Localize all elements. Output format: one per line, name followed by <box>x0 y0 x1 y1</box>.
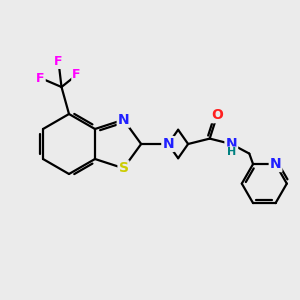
Text: F: F <box>72 68 81 82</box>
Text: N: N <box>118 113 129 127</box>
Text: H: H <box>227 147 236 158</box>
Text: N: N <box>162 137 174 151</box>
Text: O: O <box>211 108 223 122</box>
Text: F: F <box>54 55 63 68</box>
Text: F: F <box>36 71 45 85</box>
Text: N: N <box>270 157 281 171</box>
Text: S: S <box>118 161 128 175</box>
Text: N: N <box>226 137 237 151</box>
